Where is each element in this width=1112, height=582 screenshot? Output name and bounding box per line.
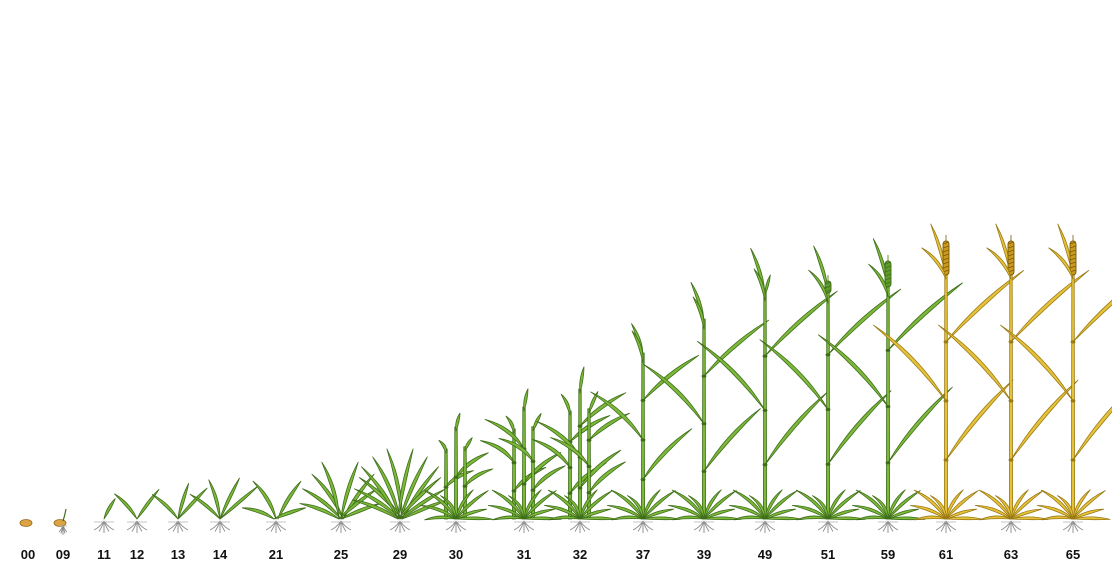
stage-label-59: 59 — [881, 547, 895, 562]
plant-stage-09 — [53, 508, 68, 535]
plant-stage-59 — [818, 238, 963, 533]
stage-label-37: 37 — [636, 547, 650, 562]
stage-label-49: 49 — [758, 547, 772, 562]
stage-label-39: 39 — [697, 547, 711, 562]
plant-stage-32 — [531, 366, 630, 533]
stage-label-30: 30 — [449, 547, 463, 562]
plant-stage-30 — [419, 412, 494, 533]
plant-stage-49 — [696, 247, 838, 533]
stage-label-21: 21 — [269, 547, 283, 562]
stage-label-32: 32 — [573, 547, 587, 562]
stage-label-31: 31 — [517, 547, 531, 562]
stage-label-51: 51 — [821, 547, 835, 562]
stage-label-09: 09 — [56, 547, 70, 562]
plant-stage-31 — [480, 388, 566, 533]
stage-labels: 00 09 11 12 13 14 21 25 29 30 31 32 37 39 49 51 59 61 63 65 — [21, 547, 1080, 562]
plant-stage-00 — [19, 519, 33, 527]
plant-stage-29 — [352, 448, 448, 533]
stage-label-25: 25 — [334, 547, 348, 562]
plant-stage-39 — [642, 281, 770, 533]
stage-label-13: 13 — [171, 547, 185, 562]
stage-label-61: 61 — [939, 547, 953, 562]
stage-label-29: 29 — [393, 547, 407, 562]
plant-stage-12 — [114, 488, 160, 533]
stage-label-65: 65 — [1066, 547, 1080, 562]
plant-stage-51 — [759, 245, 902, 533]
stage-label-12: 12 — [130, 547, 144, 562]
plant-stage-37 — [590, 323, 699, 533]
plant-stage-21 — [241, 480, 307, 533]
plant-stage-14 — [189, 477, 259, 533]
plant-stage-65 — [1000, 223, 1112, 533]
plant-stage-61 — [873, 223, 1025, 533]
plant-stage-13 — [151, 482, 208, 533]
plants-layer — [19, 223, 1112, 535]
plant-stage-11 — [93, 498, 116, 533]
stage-label-14: 14 — [213, 547, 228, 562]
plant-stage-63 — [938, 223, 1090, 533]
stage-label-00: 00 — [21, 547, 35, 562]
stage-label-11: 11 — [97, 547, 111, 562]
stage-label-63: 63 — [1004, 547, 1018, 562]
